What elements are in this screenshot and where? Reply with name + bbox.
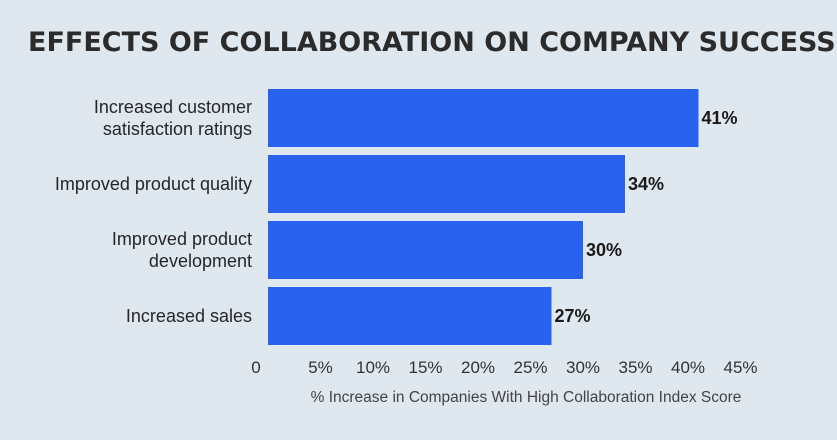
value-label-3: 27%: [555, 306, 591, 326]
category-label-2: Improved product development: [112, 229, 252, 271]
chart-title: EFFECTS OF COLLABORATION ON COMPANY SUCC…: [28, 27, 836, 58]
tick-label-6: 30%: [566, 358, 600, 377]
tick-label-3: 15%: [408, 358, 442, 377]
x-axis-title: % Increase in Companies With High Collab…: [311, 389, 742, 406]
tick-label-7: 35%: [618, 358, 652, 377]
category-labels: Increased customer satisfaction ratings Im…: [55, 97, 252, 326]
bar-2: [268, 221, 583, 279]
x-axis-ticks: 0 5% 10% 15% 20% 25% 30% 35% 40% 45%: [251, 358, 757, 377]
category-label-0: Increased customer satisfaction ratings: [94, 97, 252, 139]
tick-label-2: 10%: [356, 358, 390, 377]
bar-0: [268, 89, 699, 147]
category-label-3: Increased sales: [126, 306, 252, 326]
value-label-2: 30%: [586, 240, 622, 260]
bar-1: [268, 155, 625, 213]
value-labels: 41% 34% 30% 27%: [555, 108, 738, 326]
tick-label-9: 45%: [723, 358, 757, 377]
tick-label-8: 40%: [671, 358, 705, 377]
tick-label-0: 0: [251, 358, 260, 377]
bar-group: [268, 89, 699, 345]
value-label-1: 34%: [628, 174, 664, 194]
value-label-0: 41%: [702, 108, 738, 128]
category-label-1: Improved product quality: [55, 174, 252, 194]
bar-3: [268, 287, 552, 345]
tick-label-1: 5%: [308, 358, 333, 377]
tick-label-4: 20%: [461, 358, 495, 377]
tick-label-5: 25%: [513, 358, 547, 377]
